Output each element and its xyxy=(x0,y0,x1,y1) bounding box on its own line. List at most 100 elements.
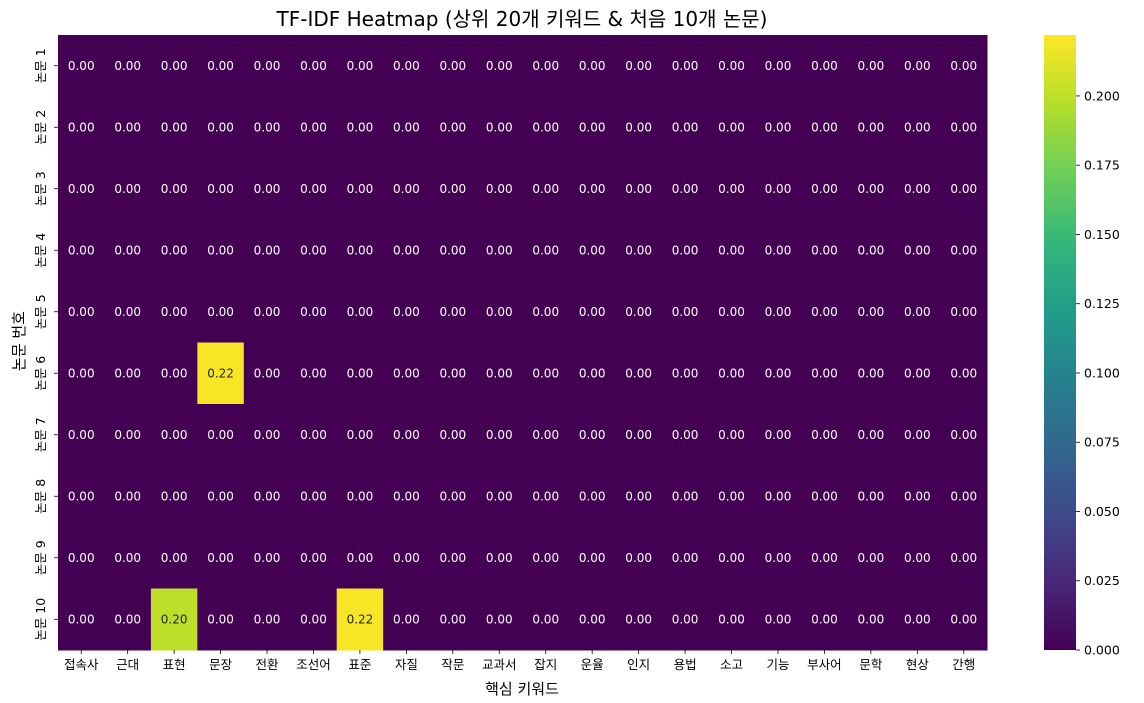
heatmap-cell xyxy=(522,35,570,97)
cell-value-label: 0.00 xyxy=(486,366,513,380)
heatmap-cell xyxy=(661,527,709,589)
cell-value-label: 0.00 xyxy=(579,120,606,134)
cell-value-label: 0.00 xyxy=(811,612,838,626)
cell-value-label: 0.00 xyxy=(904,366,931,380)
cell-value-label: 0.00 xyxy=(950,305,977,319)
cell-value-label: 0.00 xyxy=(207,428,234,442)
colorbar-tick-label: 0.150 xyxy=(1084,227,1120,242)
heatmap-cell xyxy=(522,342,570,405)
cell-value-label: 0.00 xyxy=(858,59,885,73)
cell-value-label: 0.00 xyxy=(347,243,374,257)
colorbar-tick-label: 0.125 xyxy=(1084,296,1120,311)
heatmap-cell xyxy=(104,342,152,405)
cell-value-label: 0.00 xyxy=(765,182,792,196)
heatmap-cell xyxy=(615,281,663,343)
heatmap-cell xyxy=(150,219,198,282)
cell-value-label: 0.00 xyxy=(858,366,885,380)
heatmap-cell xyxy=(615,342,663,405)
cell-value-label: 0.00 xyxy=(393,59,420,73)
heatmap-cell xyxy=(429,35,477,97)
cell-value-label: 0.00 xyxy=(300,612,327,626)
heatmap-cell xyxy=(58,219,105,282)
heatmap-cell xyxy=(754,404,802,466)
colorbar-tick-label: 0.200 xyxy=(1084,88,1120,103)
cell-value-label: 0.00 xyxy=(114,305,141,319)
cell-value-label: 0.00 xyxy=(950,612,977,626)
cell-value-label: 0.00 xyxy=(254,428,281,442)
cell-value-label: 0.00 xyxy=(765,428,792,442)
x-tick-label: 인지 xyxy=(627,657,650,672)
heatmap-cell xyxy=(476,35,523,97)
heatmap-cell xyxy=(150,281,198,343)
heatmap-cell xyxy=(243,96,291,159)
cell-value-label: 0.00 xyxy=(486,243,513,257)
heatmap-cell xyxy=(383,35,431,97)
heatmap-cell xyxy=(568,35,616,97)
heatmap-cell xyxy=(661,404,709,466)
heatmap-cell xyxy=(940,158,988,220)
heatmap-cell xyxy=(940,281,988,343)
cell-value-label: 0.00 xyxy=(950,366,977,380)
cell-value-label: 0.00 xyxy=(532,120,559,134)
cell-value-label: 0.00 xyxy=(718,366,745,380)
heatmap-cell xyxy=(615,465,663,528)
x-tick-label: 자질 xyxy=(395,657,418,672)
cell-value-label: 0.00 xyxy=(486,489,513,503)
cell-value-label: 0.00 xyxy=(765,59,792,73)
heatmap-cell xyxy=(708,342,756,405)
heatmap-cell xyxy=(383,404,431,466)
cell-value-label: 0.00 xyxy=(904,182,931,196)
y-tick-label: 논문 9 xyxy=(33,540,48,575)
heatmap-cell xyxy=(243,219,291,282)
heatmap-cell xyxy=(336,158,384,220)
cell-value-label: 0.00 xyxy=(254,59,281,73)
cell-value-label: 0.00 xyxy=(114,366,141,380)
heatmap-cells xyxy=(58,35,988,651)
cell-value-label: 0.00 xyxy=(625,59,652,73)
cell-value-label: 0.00 xyxy=(161,551,188,565)
cell-value-label: 0.00 xyxy=(439,305,466,319)
heatmap-cell xyxy=(336,281,384,343)
heatmap-cell xyxy=(894,527,942,589)
colorbar-tick-label: 0.050 xyxy=(1084,504,1120,519)
cell-value-label: 0.00 xyxy=(300,182,327,196)
heatmap-cell xyxy=(429,281,477,343)
heatmap-cell xyxy=(243,342,291,405)
heatmap-cell xyxy=(568,281,616,343)
heatmap-cell xyxy=(150,527,198,589)
cell-value-label: 0.00 xyxy=(858,551,885,565)
cell-value-label: 0.00 xyxy=(347,59,374,73)
y-tick-label: 논문 6 xyxy=(33,356,48,391)
heatmap-cell xyxy=(290,35,338,97)
y-tick-label: 논문 7 xyxy=(33,417,48,452)
heatmap-cell xyxy=(894,219,942,282)
cell-value-label: 0.00 xyxy=(950,120,977,134)
cell-value-label: 0.00 xyxy=(858,489,885,503)
colorbar-ticks: 0.000 0.025 0.050 0.075 0.100 0.125 0.150 0.175… xyxy=(1076,88,1120,658)
cell-value-labels: 0.00 0.00 0.00 0.00 0.00 0.00 0.00 0.00 0.00 0.00… xyxy=(68,59,977,627)
heatmap-cell xyxy=(58,158,105,220)
heatmap-cell xyxy=(336,35,384,97)
cell-value-label: 0.00 xyxy=(718,182,745,196)
heatmap-cell xyxy=(708,35,756,97)
cell-value-label: 0.00 xyxy=(718,428,745,442)
cell-value-label: 0.00 xyxy=(114,59,141,73)
heatmap-cell xyxy=(58,281,105,343)
heatmap-cell xyxy=(104,588,152,651)
heatmap-cell xyxy=(243,527,291,589)
cell-value-label: 0.00 xyxy=(439,182,466,196)
cell-value-label: 0.00 xyxy=(718,612,745,626)
heatmap-cell xyxy=(104,281,152,343)
cell-value-label: 0.00 xyxy=(532,612,559,626)
cell-value-label: 0.00 xyxy=(858,612,885,626)
cell-value-label: 0.00 xyxy=(672,59,699,73)
heatmap-cell xyxy=(940,35,988,97)
heatmap-cell xyxy=(522,281,570,343)
cell-value-label: 0.00 xyxy=(207,551,234,565)
heatmap-cell xyxy=(754,96,802,159)
cell-value-label: 0.00 xyxy=(393,182,420,196)
heatmap-cell xyxy=(754,465,802,528)
cell-value-label: 0.00 xyxy=(532,551,559,565)
cell-value-label: 0.00 xyxy=(858,120,885,134)
x-tick-label: 조선어 xyxy=(296,657,331,672)
